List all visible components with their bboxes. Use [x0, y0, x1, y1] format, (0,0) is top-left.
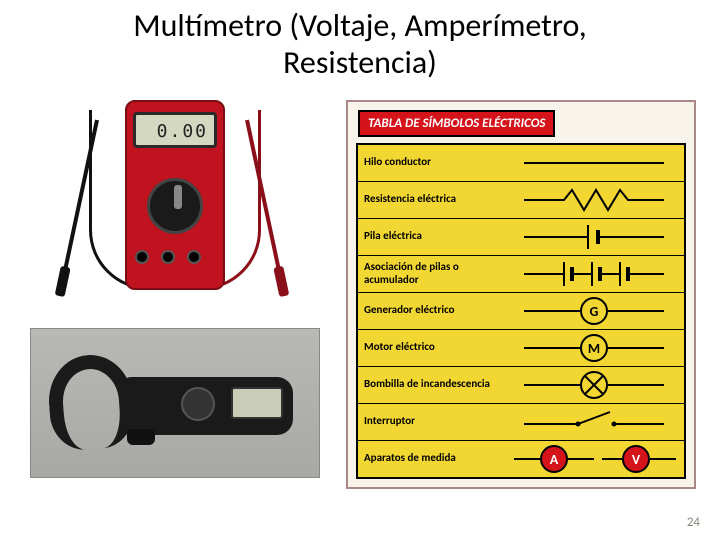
lamp-symbol	[504, 367, 684, 403]
switch-symbol	[504, 404, 684, 440]
motor-symbol: M	[504, 330, 684, 366]
row-label: Aparatos de medida	[358, 448, 504, 469]
clamp-dial	[181, 387, 215, 421]
clamp-screen	[231, 387, 283, 419]
multimeter-ports	[135, 250, 201, 264]
row-label: Hilo conductor	[358, 152, 504, 173]
table-row: Motor eléctrico M	[358, 330, 684, 367]
row-label: Generador eléctrico	[358, 300, 504, 321]
battery-symbol	[504, 219, 684, 255]
symbols-table: TABLA DE SÍMBOLOS ELÉCTRICOS Hilo conduc…	[346, 100, 696, 489]
red-multimeter-image: 0.00	[65, 100, 285, 300]
multimeter-display: 0.00	[133, 112, 217, 148]
row-label: Interruptor	[358, 411, 504, 432]
table-row: Hilo conductor	[358, 145, 684, 182]
clamp-trigger	[127, 429, 155, 445]
row-label: Pila eléctrica	[358, 226, 504, 247]
wire-symbol	[504, 145, 684, 181]
table-header: TABLA DE SÍMBOLOS ELÉCTRICOS	[358, 110, 555, 137]
svg-text:V: V	[632, 451, 641, 468]
meters-symbol: A V	[504, 441, 684, 477]
table-row: Bombilla de incandescencia	[358, 367, 684, 404]
table-row: Generador eléctrico G	[358, 293, 684, 330]
table-row: Interruptor	[358, 404, 684, 441]
row-label: Motor eléctrico	[358, 337, 504, 358]
right-column: TABLA DE SÍMBOLOS ELÉCTRICOS Hilo conduc…	[346, 100, 700, 489]
table-body: Hilo conductor Resistencia eléctrica Pil…	[356, 143, 686, 479]
slide-title: Multímetro (Voltaje, Amperímetro, Resist…	[0, 0, 720, 82]
table-row: Pila eléctrica	[358, 219, 684, 256]
row-label: Bombilla de incandescencia	[358, 374, 504, 395]
generator-symbol: G	[504, 293, 684, 329]
table-row: Resistencia eléctrica	[358, 182, 684, 219]
clamp-meter-image	[30, 328, 320, 478]
left-column: 0.00	[20, 100, 330, 489]
page-number: 24	[687, 515, 700, 530]
battery-pack-symbol	[504, 256, 684, 292]
title-line-2: Resistencia)	[283, 43, 437, 82]
table-row: Aparatos de medida A V	[358, 441, 684, 477]
title-line-1: Multímetro (Voltaje, Amperímetro,	[133, 6, 587, 45]
svg-text:G: G	[590, 303, 599, 320]
table-row: Asociación de pilas o acumulador	[358, 256, 684, 293]
svg-text:M: M	[588, 340, 600, 357]
content-area: 0.00 TABLA DE SÍMBOLOS ELÉCTRICOS Hilo c…	[0, 82, 720, 489]
resistor-symbol	[504, 182, 684, 218]
row-label: Asociación de pilas o acumulador	[358, 257, 504, 290]
svg-text:A: A	[550, 451, 559, 468]
row-label: Resistencia eléctrica	[358, 189, 504, 210]
multimeter-dial	[147, 178, 203, 234]
